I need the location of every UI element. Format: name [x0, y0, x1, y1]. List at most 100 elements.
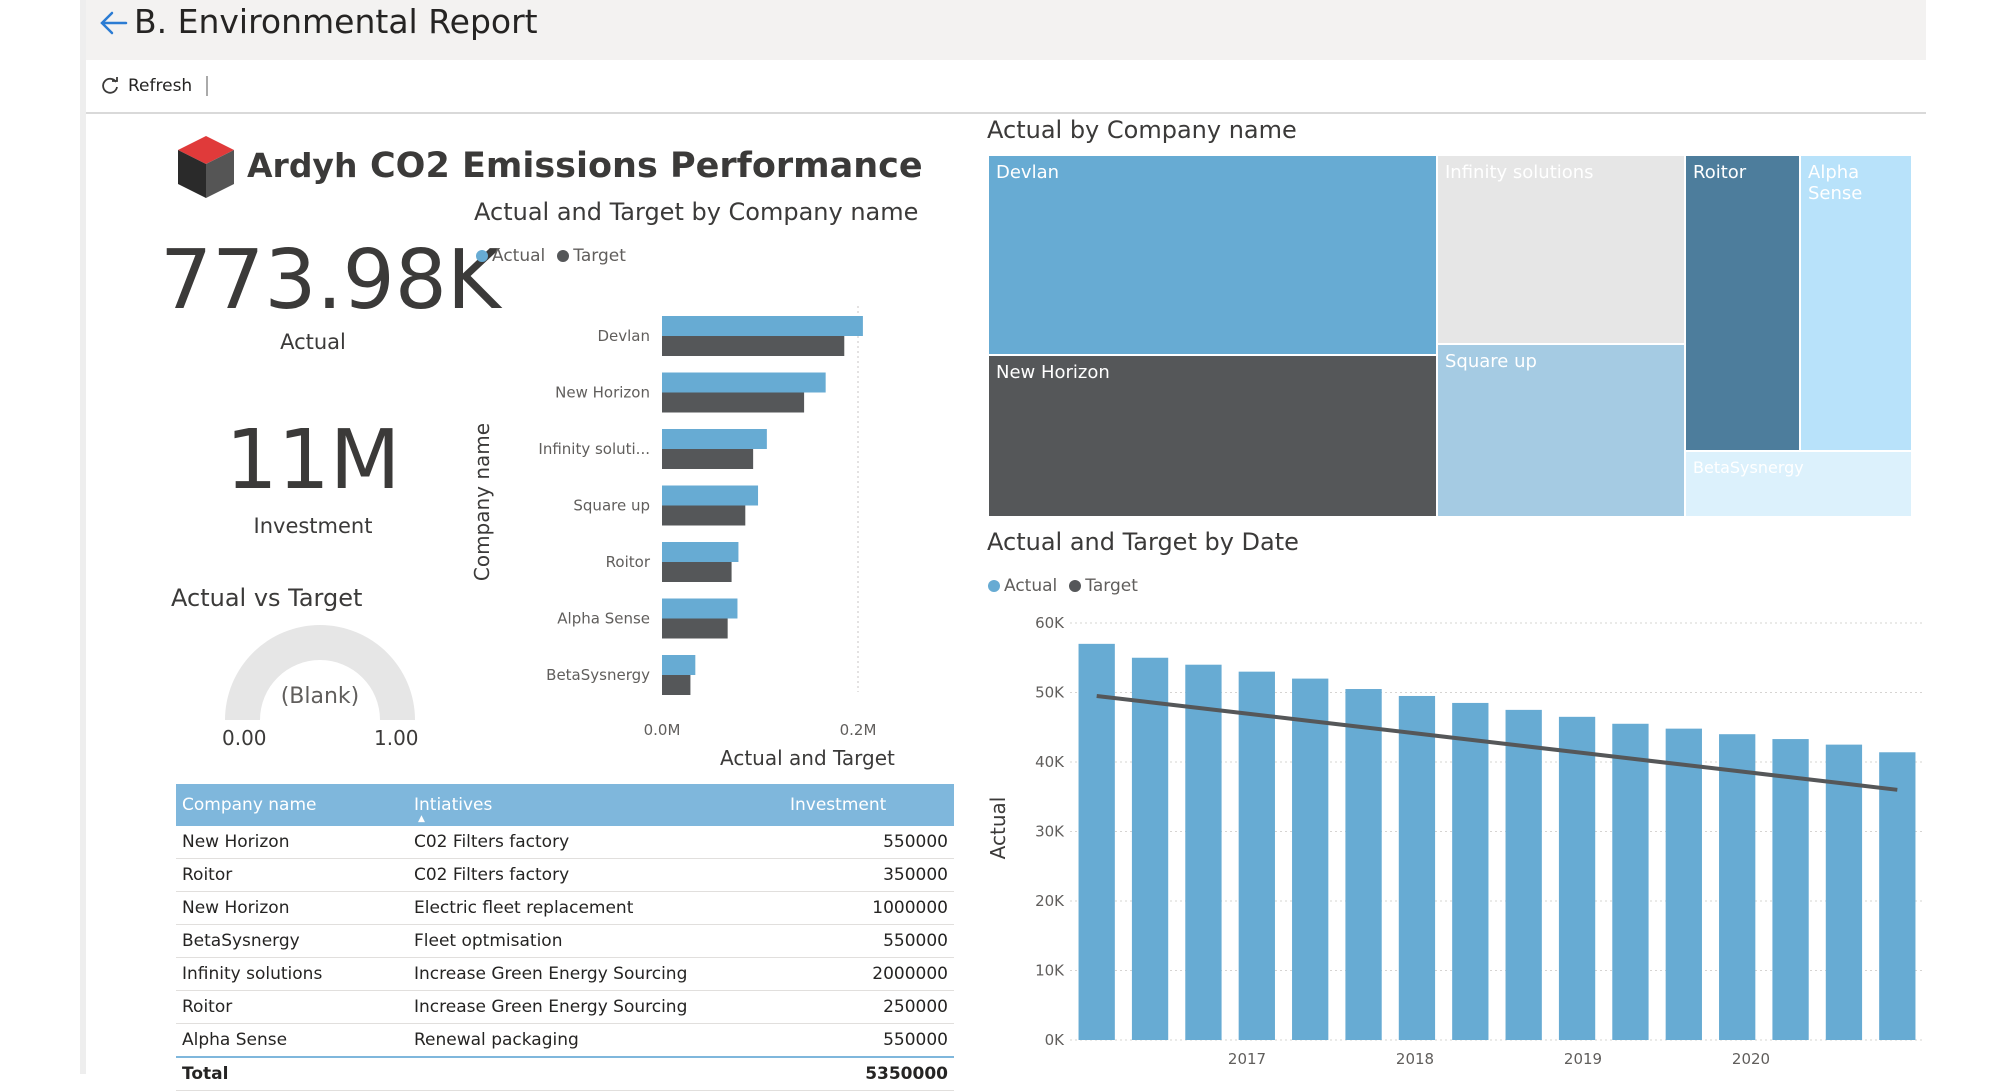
toolbar-separator — [206, 76, 208, 96]
row-investment: 2000000 — [790, 957, 954, 991]
date-bar[interactable] — [1292, 678, 1329, 1040]
row-company: Roitor — [176, 858, 408, 892]
table-row[interactable]: Alpha Sense Renewal packaging 550000 — [176, 1023, 954, 1058]
table-row[interactable]: Roitor C02 Filters factory 350000 — [176, 858, 954, 892]
treemap-tile-alpha-sense[interactable]: Alpha Sense — [1800, 155, 1912, 451]
bar-actual[interactable] — [662, 655, 696, 675]
x-tick-label: 2018 — [1396, 1050, 1434, 1068]
investment-table: Company name Intiatives ▲ Investment New … — [176, 784, 954, 1091]
date-bar[interactable] — [1131, 657, 1169, 1040]
company-chart-ylabel: Company name — [470, 422, 494, 582]
date-bar[interactable] — [1398, 695, 1436, 1040]
date-bar[interactable] — [1879, 752, 1916, 1040]
legend-target: Target — [573, 246, 626, 266]
treemap-tile-infinity-solutions[interactable]: Infinity solutions — [1437, 155, 1685, 344]
treemap-tile-square-up[interactable]: Square up — [1437, 344, 1685, 517]
date-bar[interactable] — [1345, 689, 1382, 1040]
row-initiative: Renewal packaging — [408, 1023, 790, 1058]
refresh-button[interactable]: Refresh — [100, 72, 192, 100]
treemap-tile-betasysnergy[interactable]: BetaSysnergy — [1685, 451, 1912, 517]
row-company: Alpha Sense — [176, 1023, 408, 1058]
bar-actual[interactable] — [662, 485, 759, 506]
table-row[interactable]: New Horizon C02 Filters factory 550000 — [176, 826, 954, 859]
category-label: Devlan — [597, 327, 650, 345]
target-legend-dot — [1069, 580, 1082, 592]
date-bar[interactable] — [1238, 671, 1275, 1040]
row-investment: 1000000 — [790, 891, 954, 925]
date-legend-actual: Actual — [1004, 576, 1058, 596]
bar-actual[interactable] — [662, 429, 767, 449]
treemap-tile-devlan[interactable]: Devlan — [988, 155, 1437, 355]
table-row[interactable]: BetaSysnergy Fleet optmisation 550000 — [176, 924, 954, 958]
bar-actual[interactable] — [662, 316, 863, 336]
treemap-tile-new-horizon[interactable]: New Horizon — [988, 355, 1437, 517]
row-investment: 550000 — [790, 1023, 954, 1058]
date-bar[interactable] — [1078, 643, 1115, 1040]
x-tick-label: 2020 — [1732, 1050, 1770, 1068]
bar-target[interactable] — [662, 618, 728, 639]
actual-legend-dot — [988, 580, 1000, 592]
target-line[interactable] — [1096, 693, 1898, 792]
date-bar[interactable] — [1505, 709, 1542, 1040]
row-company: New Horizon — [176, 826, 408, 859]
bar-target[interactable] — [662, 505, 746, 526]
bar-actual[interactable] — [662, 598, 738, 619]
x-tick-label: 0.0M — [644, 721, 681, 739]
date-bar[interactable] — [1185, 664, 1222, 1040]
refresh-icon — [102, 77, 118, 94]
bar-target[interactable] — [662, 392, 805, 413]
brand-name: Ardyh — [247, 146, 358, 185]
sort-ascending-icon: ▲ — [418, 814, 425, 824]
x-tick-label: 0.2M — [840, 721, 877, 739]
category-label: Infinity soluti... — [538, 440, 650, 458]
bar-actual[interactable] — [662, 542, 739, 562]
table-row[interactable]: New Horizon Electric fleet replacement 100… — [176, 891, 954, 925]
bar-target[interactable] — [662, 675, 691, 695]
back-arrow-icon[interactable] — [96, 8, 130, 38]
x-tick-label: 2019 — [1564, 1050, 1602, 1068]
col-initiatives[interactable]: Intiatives ▲ — [408, 784, 790, 826]
row-initiative: Electric fleet replacement — [408, 891, 790, 925]
date-bar[interactable] — [1452, 702, 1489, 1040]
row-initiative: C02 Filters factory — [408, 858, 790, 892]
col-company-name[interactable]: Company name — [176, 784, 408, 826]
treemap-tile-roitor[interactable]: Roitor — [1685, 155, 1800, 451]
row-investment: 550000 — [790, 924, 954, 958]
date-chart-title: Actual and Target by Date — [987, 528, 1299, 556]
refresh-label: Refresh — [128, 76, 193, 96]
treemap[interactable]: Devlan New Horizon Infinity solutions Sq… — [988, 155, 1912, 517]
ardyh-cube-logo — [175, 134, 237, 200]
title-bar — [86, 0, 1926, 60]
col-initiatives-label: Intiatives — [414, 795, 493, 815]
row-company: BetaSysnergy — [176, 924, 408, 958]
date-bar[interactable] — [1558, 716, 1596, 1040]
date-bar[interactable] — [1665, 728, 1702, 1040]
row-initiative: Increase Green Energy Sourcing — [408, 990, 790, 1024]
company-chart-xlabel: Actual and Target — [720, 746, 895, 770]
gauge — [220, 620, 420, 724]
y-tick-label: 30K — [1035, 823, 1065, 841]
bar-target[interactable] — [662, 336, 845, 356]
bar-target[interactable] — [662, 562, 732, 582]
bar-actual[interactable] — [662, 372, 826, 393]
y-tick-label: 20K — [1035, 892, 1065, 910]
date-chart-ylabel: Actual — [986, 796, 1010, 860]
table-row[interactable]: Roitor Increase Green Energy Sourcing 2500… — [176, 990, 954, 1024]
actual-legend-dot — [476, 250, 488, 262]
table-row[interactable]: Infinity solutions Increase Green Energy … — [176, 957, 954, 991]
company-chart-ylabel-wrap: Company name — [462, 420, 502, 590]
bar-target[interactable] — [662, 449, 754, 469]
date-bar[interactable] — [1825, 744, 1863, 1040]
company-chart-legend: Actual Target — [476, 246, 626, 266]
col-investment[interactable]: Investment — [790, 784, 954, 826]
date-bar-chart[interactable]: 60K 50K 40K 30K 20K 10K 0K 2017 2018 2019 2020 — [1010, 600, 1930, 1074]
investment-kpi-value: 11M — [225, 413, 401, 508]
left-margin — [0, 0, 80, 1074]
row-investment: 350000 — [790, 858, 954, 892]
date-bar[interactable] — [1772, 739, 1809, 1040]
date-bar[interactable] — [1612, 723, 1649, 1040]
row-company: Roitor — [176, 990, 408, 1024]
category-label: Alpha Sense — [557, 610, 650, 628]
company-bar-chart[interactable]: Devlan New Horizon Infinity soluti... Squar… — [500, 296, 920, 746]
date-bar[interactable] — [1719, 734, 1756, 1040]
